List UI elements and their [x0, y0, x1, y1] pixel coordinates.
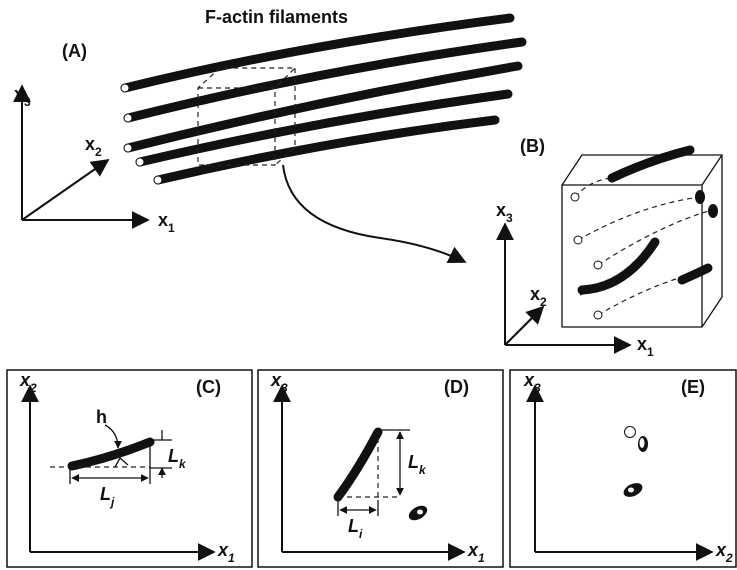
axis-label: x3: [270, 370, 288, 395]
panel-label: (B): [520, 136, 545, 156]
dimension-label-sub: k: [419, 463, 427, 477]
axis-label-sub: 1: [228, 551, 235, 565]
axis-label-sub: 3: [281, 381, 288, 395]
dimension-label: Lk: [168, 446, 187, 471]
axis-label-base: x: [85, 134, 95, 154]
axis-label-sub: 1: [168, 221, 175, 235]
panel-c: [7, 370, 252, 567]
dimension-label-sub: i: [359, 527, 363, 541]
axis-label-sub: 3: [506, 211, 513, 225]
filament: [582, 242, 655, 290]
axis-label-base: x: [158, 210, 168, 230]
axis-label: x1: [467, 540, 485, 565]
dimension-label-base: L: [100, 484, 111, 504]
axis-label: x1: [217, 540, 235, 565]
axis-label-sub: 1: [647, 345, 654, 359]
axis-label: x2: [530, 284, 547, 309]
title: F-actin filaments: [205, 7, 348, 27]
axis-label-base: x: [637, 334, 647, 354]
dimension-label-base: L: [168, 446, 179, 466]
axis-label-base: x: [14, 84, 24, 104]
panel-label: (A): [62, 41, 87, 61]
axis-label-sub: 1: [478, 551, 485, 565]
axis: [505, 307, 543, 345]
panel-d: [258, 370, 503, 567]
axis-label: x1: [637, 334, 654, 359]
axis-label: x1: [158, 210, 175, 235]
axis-label: x3: [496, 200, 513, 225]
labels: (A)(B)(C)(D)(E)x3x2x1x3x2x1x2x1x3x1x3x2h…: [14, 41, 733, 565]
panel-e: [510, 370, 736, 567]
diagram: F-actin filaments (A)(B)(C)(D)(E)x3x2x1x…: [0, 0, 737, 570]
cube: [562, 155, 722, 327]
axis-label: x3: [523, 370, 541, 395]
filament: [682, 268, 708, 280]
axis-label-sub: 2: [725, 551, 733, 565]
dimension-label: Lk: [408, 452, 427, 477]
dimension-label: h: [96, 407, 107, 427]
hidden-filaments: [575, 178, 712, 315]
zoom-arrow: [283, 165, 465, 262]
axis-label: x2: [85, 134, 102, 159]
axis-label-sub: 2: [95, 145, 102, 159]
panel-a: [22, 18, 522, 262]
axis-label-sub: 3: [534, 381, 541, 395]
dimension-label: Lj: [100, 484, 115, 509]
panel-label: (C): [196, 377, 221, 397]
panel-b: [505, 150, 722, 345]
dimension-label-sub: k: [179, 457, 187, 471]
filament: [612, 150, 690, 178]
filaments: [121, 18, 522, 198]
dimension-label-base: L: [408, 452, 419, 472]
axis-label-sub: 2: [540, 295, 547, 309]
axis-label-sub: 3: [24, 95, 31, 109]
axis-label: x2: [715, 540, 733, 565]
dimension-label-base: L: [348, 516, 359, 536]
axis-label-base: x: [530, 284, 540, 304]
panel-label: (D): [444, 377, 469, 397]
axis-label-base: x: [496, 200, 506, 220]
axis-label: x2: [19, 370, 37, 395]
panel-label: (E): [681, 377, 705, 397]
dimension-label: Li: [348, 516, 363, 541]
axis-label-sub: 2: [29, 381, 37, 395]
